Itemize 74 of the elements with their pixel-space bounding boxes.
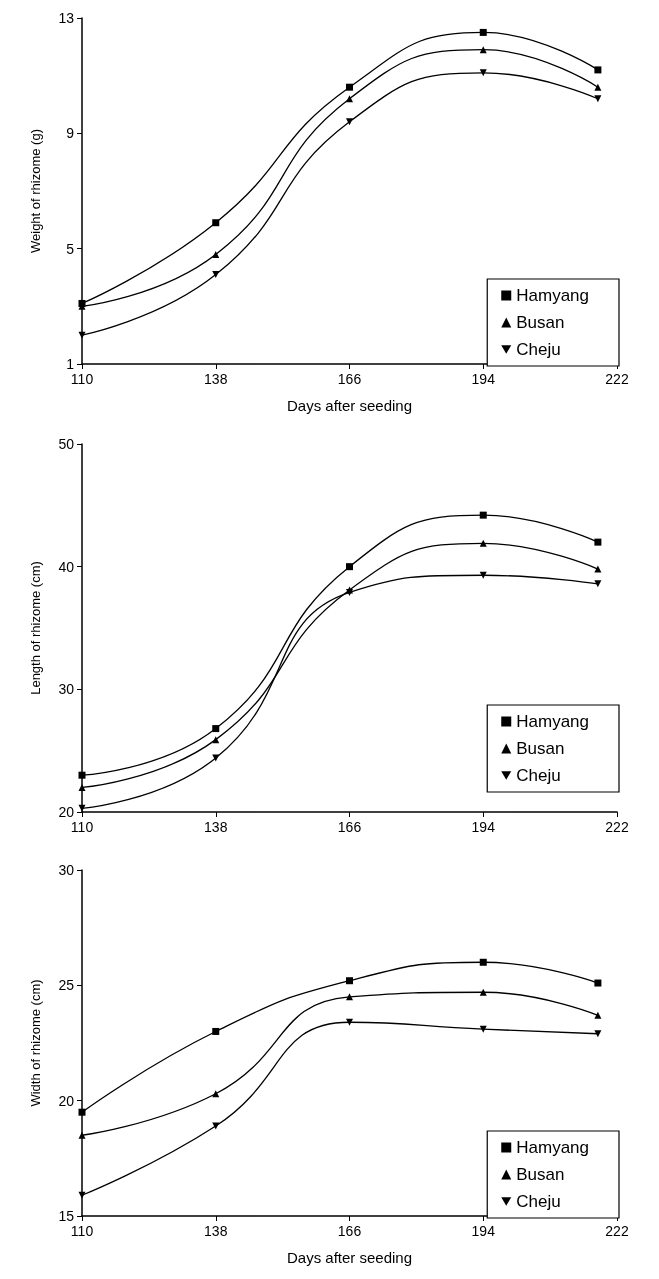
y-tick-label: 25 <box>58 977 75 994</box>
y-tick-label: 40 <box>58 558 75 575</box>
x-tick-label: 110 <box>70 819 94 835</box>
y-axis-title: Length of rhizome (cm) <box>28 561 43 695</box>
point <box>594 1011 602 1019</box>
y-tick-label: 5 <box>66 240 75 257</box>
point <box>78 783 86 791</box>
point <box>594 580 602 588</box>
point <box>78 1191 86 1199</box>
y-axis-title: Width of rhizome (cm) <box>28 979 43 1107</box>
x-tick-label: 166 <box>337 371 362 387</box>
x-axis-title: Days after seeding <box>286 397 413 414</box>
x-tick-label: 194 <box>471 371 496 387</box>
point <box>479 69 487 77</box>
point <box>346 118 353 126</box>
y-tick-label: 13 <box>58 10 75 26</box>
point <box>346 83 353 91</box>
y-tick-label: 1 <box>66 356 75 372</box>
point <box>78 771 86 779</box>
point <box>594 95 602 103</box>
point <box>594 565 602 573</box>
point <box>479 958 487 966</box>
x-tick-label: 110 <box>70 371 94 387</box>
x-tick-label: 138 <box>204 1223 228 1239</box>
point <box>346 977 353 985</box>
y-tick-label: 20 <box>58 804 75 820</box>
legend-label: Cheju <box>516 766 561 785</box>
point <box>479 539 487 547</box>
point <box>212 250 220 258</box>
legend-label: Busan <box>516 739 565 758</box>
x-tick-label: 194 <box>471 1223 496 1239</box>
x-tick-label: 138 <box>204 819 228 835</box>
point <box>212 271 220 279</box>
point <box>479 511 487 519</box>
legend-label: Cheju <box>516 340 561 359</box>
point <box>78 1131 86 1139</box>
point <box>212 1027 220 1035</box>
legend-label: Hamyang <box>516 1138 590 1157</box>
point <box>346 563 353 571</box>
point <box>346 993 353 1001</box>
point <box>479 988 487 996</box>
point <box>594 979 602 987</box>
x-tick-label: 166 <box>337 1223 362 1239</box>
point <box>212 219 220 227</box>
point <box>346 1018 353 1026</box>
point <box>346 95 353 103</box>
y-tick-label: 20 <box>58 1092 75 1109</box>
x-tick-label: 138 <box>204 371 228 387</box>
x-tick-label: 222 <box>605 1223 629 1239</box>
y-tick-label: 30 <box>58 862 75 878</box>
x-tick-label: 194 <box>471 819 496 835</box>
legend-label: Busan <box>516 1165 565 1184</box>
legend-label: Cheju <box>516 1192 561 1211</box>
x-tick-label: 110 <box>70 1223 94 1239</box>
y-tick-label: 30 <box>58 681 75 698</box>
x-tick-label: 166 <box>337 819 362 835</box>
legend-label: Hamyang <box>516 712 590 731</box>
x-tick-label: 222 <box>605 819 629 835</box>
y-tick-label: 9 <box>66 125 75 142</box>
point <box>78 331 86 339</box>
point <box>78 1108 86 1116</box>
x-tick-label: 222 <box>605 371 629 387</box>
x-axis-title: Days after seeding <box>286 1249 413 1266</box>
legend-label: Busan <box>516 313 565 332</box>
y-tick-label: 15 <box>58 1208 75 1224</box>
point <box>594 538 602 546</box>
point <box>594 83 602 91</box>
point <box>594 66 602 74</box>
point <box>479 28 487 36</box>
point <box>212 725 220 733</box>
y-tick-label: 50 <box>58 436 75 452</box>
legend-label: Hamyang <box>516 286 590 305</box>
y-axis-title: Weight of rhizome (g) <box>28 128 43 254</box>
point <box>594 1030 602 1038</box>
